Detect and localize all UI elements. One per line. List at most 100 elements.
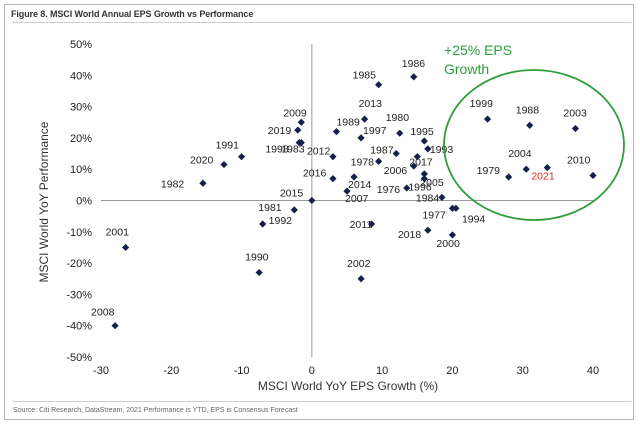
point-label: 1976: [377, 184, 401, 196]
figure-title: Figure 8. MSCI World Annual EPS Growth v…: [11, 9, 254, 19]
point-label: 1979: [477, 165, 501, 177]
point-label: 1982: [161, 178, 185, 190]
point-label: 1992: [269, 215, 293, 227]
point-label: 1978: [351, 156, 375, 168]
scatter-point: [294, 126, 302, 134]
scatter-point: [420, 174, 428, 183]
scatter-point: [392, 149, 400, 158]
point-label: 2009: [283, 107, 307, 119]
point-label: 1984: [416, 192, 440, 204]
point-label: 2019: [268, 125, 292, 137]
point-label: 1999: [470, 98, 494, 110]
point-label: 1993: [430, 144, 454, 156]
point-label: 2007: [345, 193, 369, 205]
point-label: 1991: [216, 140, 240, 152]
scatter-point: [111, 322, 119, 330]
point-label: 1983: [281, 144, 305, 156]
point-label: 2015: [280, 188, 304, 200]
scatter-point: [413, 153, 421, 161]
scatter-point: [295, 138, 303, 147]
scatter-point: [237, 153, 246, 161]
point-label: 1980: [386, 112, 410, 124]
point-label: 2002: [347, 258, 371, 270]
point-label: 2020: [190, 155, 214, 167]
point-label: 1996: [408, 182, 432, 194]
point-label: 1997: [363, 125, 387, 137]
scatter-point: [403, 184, 411, 192]
y-tick-label: 30%: [70, 102, 92, 114]
point-label: 2013: [359, 98, 383, 110]
scatter-point: [329, 174, 337, 183]
y-tick-label: 10%: [70, 164, 92, 176]
point-label: 2003: [563, 108, 587, 120]
bottom-rule: [13, 401, 631, 402]
scatter-point: [297, 118, 305, 126]
point-label: 2016: [303, 168, 327, 180]
point-label: 2008: [91, 307, 115, 319]
x-tick-label: 40: [587, 365, 599, 377]
y-tick-label: -10%: [66, 227, 92, 239]
scatter-point: [199, 179, 207, 187]
point-label: 2018: [398, 229, 422, 241]
point-label: 1985: [353, 70, 377, 82]
point-label: 1994: [462, 213, 486, 225]
x-tick-label: 20: [446, 365, 458, 377]
x-tick-label: 0: [309, 365, 315, 377]
scatter-point: [526, 121, 534, 129]
data-points: 1985 1986 1980 2009 1989 2013 2019 1997 1991 1998…: [91, 58, 597, 330]
annotation-line-1: +25% EPS: [444, 42, 512, 58]
top-rule: [13, 22, 631, 23]
point-label: 1988: [516, 104, 540, 116]
point-label: 1990: [245, 251, 269, 263]
scatter-point: [543, 164, 551, 172]
scatter-point: [424, 145, 432, 153]
scatter-point: [420, 137, 428, 145]
x-tick-label: 30: [517, 365, 529, 377]
scatter-point: [396, 129, 404, 137]
point-label: 2021: [531, 171, 555, 183]
scatter-point: [343, 187, 351, 195]
highlight-ellipse: [443, 69, 625, 221]
scatter-point: [350, 173, 358, 181]
scatter-point: [220, 160, 228, 169]
point-label: 1987: [370, 145, 394, 157]
figure-frame: Figure 8. MSCI World Annual EPS Growth v…: [4, 4, 634, 420]
scatter-point: [505, 173, 513, 181]
scatter-point: [375, 157, 383, 165]
y-tick-label: -40%: [66, 321, 92, 333]
point-label: 2001: [106, 226, 130, 238]
x-tick-label: -30: [93, 365, 109, 377]
y-axis-title: MSCI World YoY Performance: [37, 121, 51, 282]
point-label: 1995: [410, 126, 434, 138]
scatter-point: [360, 115, 369, 123]
x-axis-title: MSCI World YoY EPS Growth (%): [258, 379, 438, 393]
scatter-point: [357, 275, 365, 283]
scatter-point: [424, 226, 432, 234]
point-label: 1998: [265, 144, 289, 156]
y-tick-label: 20%: [70, 133, 92, 145]
scatter-point: [255, 268, 263, 277]
y-tick-label: 0%: [76, 196, 92, 208]
source-note: Source: Citi Research, DataStream, 2021 …: [13, 407, 298, 414]
y-tick-label: -30%: [66, 289, 92, 301]
y-tick-label: -20%: [66, 258, 92, 270]
y-tick-label: -50%: [66, 352, 92, 364]
y-tick-label: 50%: [70, 39, 92, 51]
x-tick-label: 10: [376, 365, 388, 377]
point-label: 2014: [348, 179, 372, 191]
scatter-point: [308, 196, 316, 205]
scatter-point: [332, 128, 341, 136]
y-tick-label: 40%: [70, 70, 92, 82]
scatter-point: [483, 115, 492, 123]
annotation-line-2: Growth: [444, 61, 489, 77]
scatter-point: [589, 171, 597, 180]
point-label: 2011: [350, 219, 373, 231]
scatter-point: [357, 134, 365, 142]
scatter-point: [375, 81, 383, 89]
x-tick-label: -10: [234, 365, 250, 377]
x-tick-label: -20: [163, 365, 179, 377]
point-label: 2006: [384, 165, 408, 177]
scatter-point: [290, 206, 298, 214]
scatter-point: [122, 243, 130, 252]
scatter-point: [259, 220, 267, 228]
